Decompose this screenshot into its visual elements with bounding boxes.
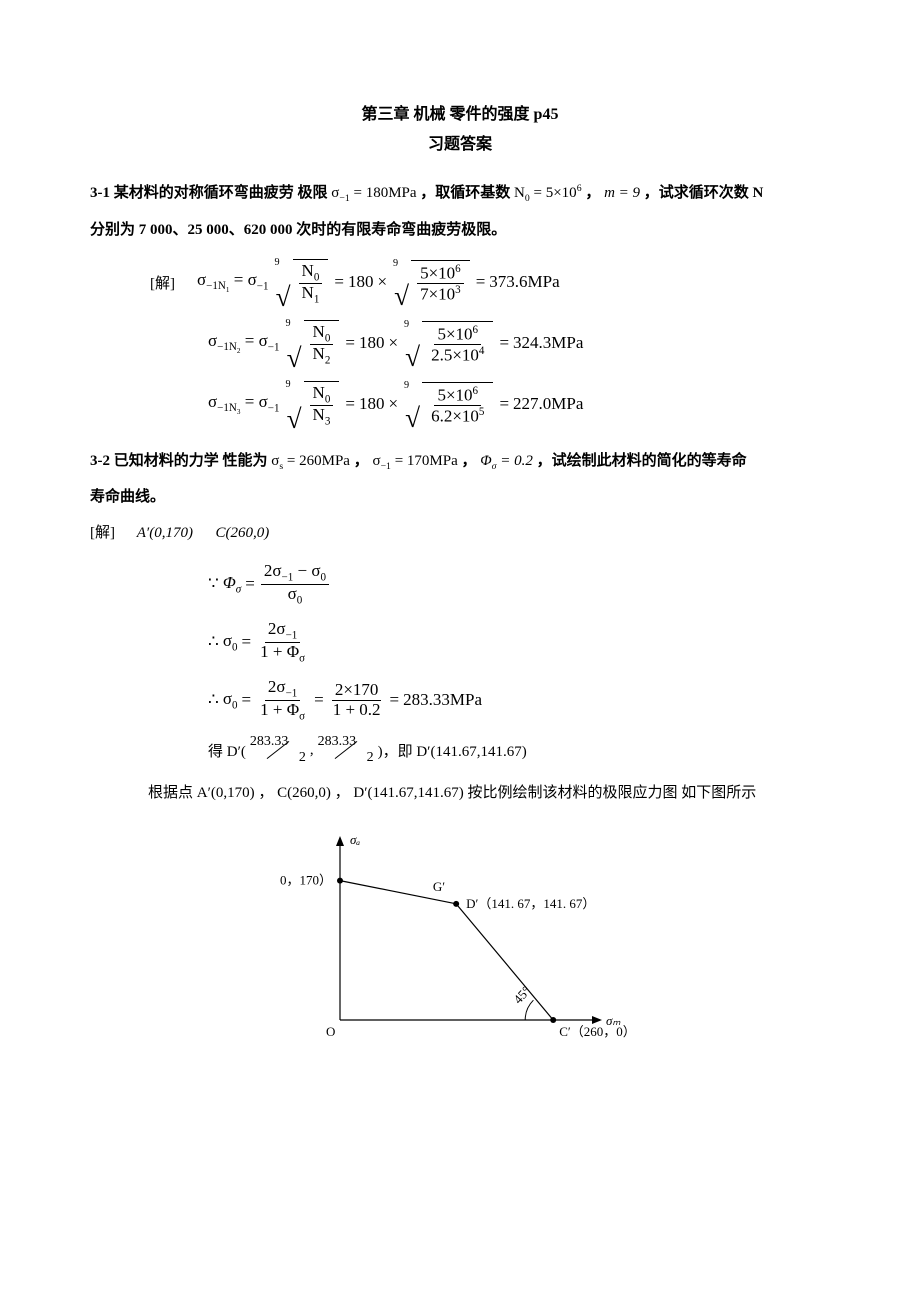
eq2-result: 324.3MPa [513, 333, 583, 353]
eq1-root1: 9 √ N0N1 [275, 259, 329, 306]
p32-pointA: A′(0,170) [137, 525, 193, 541]
therefore-symbol: ∴ [208, 632, 219, 652]
eq2-lhs: σ−1N2 = σ−1 [208, 331, 280, 356]
problem-3-2-label: 3-2 [90, 453, 110, 469]
p32-text3: ， [461, 453, 476, 469]
svg-text:σₐ: σₐ [350, 832, 360, 847]
problem-3-1-line2: 分别为 7 000、25 000、620 000 次时的有限寿命弯曲疲劳极限。 [90, 215, 830, 245]
problem-3-1-label: 3-1 [90, 185, 110, 201]
diagram-svg: σₐσₘO45°A′（0，170）G′D′（141. 67，141. 67）C′… [280, 820, 640, 1060]
p31-text3: ， [585, 185, 600, 201]
p31-eq2: σ−1N2 = σ−1 9 √ N0N2 = 180 × 9 √ 5×1062.… [208, 320, 830, 367]
final-text3: ， [335, 785, 350, 801]
problem-3-1-statement: 3-1 某材料的对称循环弯曲疲劳 极限 σ−1 = 180MPa ，取循环基数 … [90, 178, 830, 209]
p32-phi: Φσ = 0.2 [480, 453, 533, 469]
p32-sigmas: σs = 260MPa [271, 453, 350, 469]
eq1-lhs: σ−1N1 = σ−1 [197, 270, 269, 295]
svg-text:45°: 45° [510, 983, 533, 1007]
svg-text:A′（0，170）: A′（0，170） [280, 873, 332, 888]
p32-final-line: 根据点 A′(0,170) ， C(260,0) ， D′(141.67,141… [148, 778, 830, 808]
p32-solution-label: [解] [90, 525, 115, 541]
p32-text2: ， [354, 453, 369, 469]
p32-deriv1: ∵ Φσ = 2σ−1 − σ0σ0 [208, 562, 830, 606]
problem-3-2-line2: 寿命曲线。 [90, 482, 830, 512]
p31-m-eq: m = 9 [604, 185, 640, 201]
p31-text2: ，取循环基数 [420, 185, 510, 201]
eq1-result: 373.6MPa [489, 272, 559, 292]
eq2-root1: 9 √ N0N2 [286, 320, 340, 367]
eq1-root2: 9 √ 5×1067×103 [393, 260, 470, 305]
eq1-180: 180 [348, 272, 374, 292]
because-symbol: ∵ [208, 574, 219, 594]
p31-eq3: σ−1N3 = σ−1 9 √ N0N3 = 180 × 9 √ 5×1066.… [208, 381, 830, 428]
eq3-root2: 9 √ 5×1066.2×105 [404, 382, 493, 427]
eq2-root2: 9 √ 5×1062.5×104 [404, 321, 493, 366]
deriv3-result: 283.33MPa [403, 690, 482, 710]
p32-sigmam1: σ−1 = 170MPa [372, 453, 457, 469]
p31-text4: ，试求循环次数 N [644, 185, 764, 201]
eq3-180: 180 [359, 394, 385, 414]
dline-comma: , [310, 742, 314, 759]
eq3-result: 227.0MPa [513, 394, 583, 414]
p31-sigma-eq: σ−1 = 180MPa [331, 185, 416, 201]
eq3-root1: 9 √ N0N3 [286, 381, 340, 428]
chapter-title: 第三章 机械 零件的强度 p45 [90, 100, 830, 124]
therefore-symbol-2: ∴ [208, 690, 219, 710]
stress-diagram: σₐσₘO45°A′（0，170）G′D′（141. 67，141. 67）C′… [90, 820, 830, 1060]
final-text2: ， [258, 785, 273, 801]
eq2-180: 180 [359, 333, 385, 353]
p32-deriv3: ∴ σ0 = 2σ−11 + Φσ = 2×1701 + 0.2 = 283.3… [208, 678, 830, 722]
p32-d-line: 得 D′( 283.33 2 , 283.33 2 )，即 D′(141.67,… [208, 736, 830, 764]
deriv3-den2: 1 + 0.2 [330, 701, 384, 720]
final-C: C(260,0) [277, 785, 331, 801]
p31-n0-eq: N0 = 5×106 [514, 185, 582, 201]
slashfrac-2: 283.33 2 [318, 736, 374, 764]
slashfrac-1: 283.33 2 [250, 736, 306, 764]
eq3-lhs: σ−1N3 = σ−1 [208, 392, 280, 417]
final-D: D′(141.67,141.67) [353, 785, 463, 801]
p32-line2: 寿命曲线。 [90, 489, 165, 505]
svg-text:C′（260，0）: C′（260，0） [559, 1024, 636, 1039]
solution-label: [解] [150, 272, 175, 293]
dline-suffix: )，即 D′(141.67,141.67) [378, 740, 527, 761]
p32-text1: 已知材料的力学 性能为 [114, 453, 268, 469]
final-text1: 根据点 [148, 785, 193, 801]
svg-text:O: O [326, 1024, 335, 1039]
final-A: A′(0,170) [197, 785, 255, 801]
p32-deriv2: ∴ σ0 = 2σ−11 + Φσ [208, 620, 830, 664]
dline-prefix: 得 D′( [208, 740, 246, 761]
p31-text1: 某材料的对称循环弯曲疲劳 极限 [114, 185, 328, 201]
p31-line2: 分别为 7 000、25 000、620 000 次时的有限寿命弯曲疲劳极限。 [90, 222, 506, 238]
p32-text4: ，试绘制此材料的简化的等寿命 [537, 453, 747, 469]
svg-text:D′（141. 67，141. 67）: D′（141. 67，141. 67） [466, 896, 595, 911]
p32-points-line: [解] A′(0,170) C(260,0) [90, 518, 830, 548]
p31-eq1: [解] σ−1N1 = σ−1 9 √ N0N1 = 180 × 9 √ 5×1… [150, 259, 830, 306]
final-text4: 按比例绘制该材料的极限应力图 如下图所示 [468, 785, 757, 801]
svg-text:G′: G′ [433, 879, 445, 894]
problem-3-2-statement: 3-2 已知材料的力学 性能为 σs = 260MPa ， σ−1 = 170M… [90, 446, 830, 477]
answers-subtitle: 习题答案 [90, 130, 830, 154]
p32-pointC: C(260,0) [215, 525, 269, 541]
deriv3-num2: 2×170 [332, 681, 382, 701]
